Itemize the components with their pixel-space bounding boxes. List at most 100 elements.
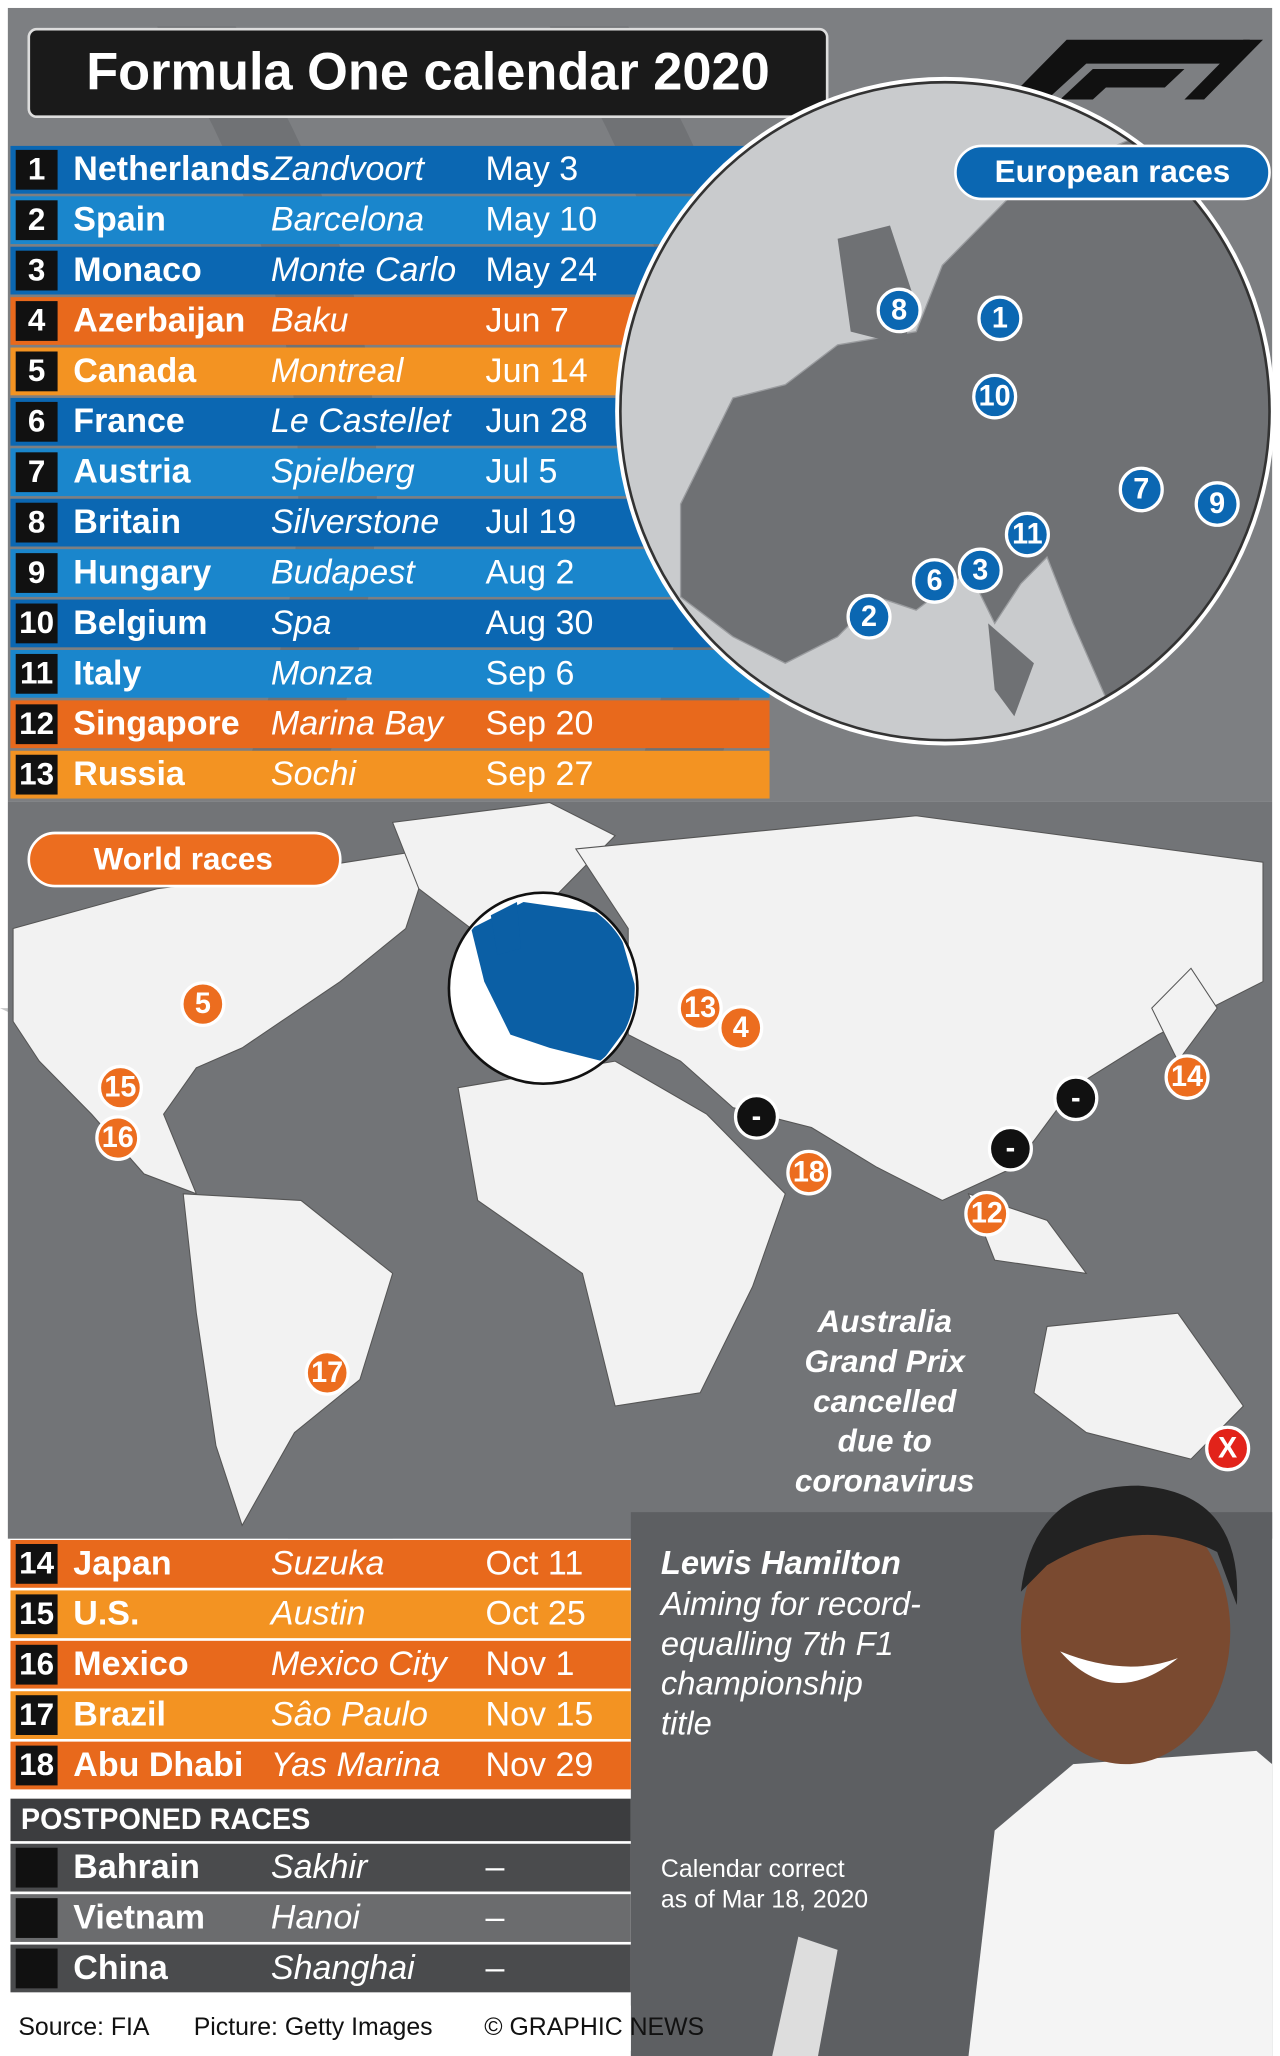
race-country: Britain: [73, 503, 181, 541]
world-marker-label: 16: [102, 1122, 134, 1154]
race-number: 16: [19, 1645, 54, 1681]
race-number: 2: [28, 201, 45, 237]
race-country: Brazil: [73, 1695, 166, 1733]
race-number-box: [15, 1543, 58, 1584]
world-marker-label: 14: [1171, 1061, 1203, 1093]
race-date: May 3: [486, 150, 579, 188]
race-row: [10, 145, 770, 194]
world-marker: [95, 1115, 141, 1161]
race-row: [10, 700, 770, 749]
world-marker-label: 17: [311, 1357, 343, 1389]
caption-line: championship: [661, 1664, 863, 1701]
race-country: Belgium: [73, 604, 207, 642]
race-date: Sep 20: [486, 704, 594, 742]
australia-note: Australia: [817, 1303, 952, 1339]
race-number: 18: [19, 1746, 54, 1782]
race-country: Abu Dhabi: [73, 1746, 243, 1784]
race-number-box: [15, 351, 58, 392]
calendar-note: as of Mar 18, 2020: [661, 1885, 868, 1913]
race-number-box: [15, 452, 58, 493]
europe-marker: [1118, 466, 1164, 513]
race-city: Austin: [269, 1595, 366, 1633]
race-country: Spain: [73, 200, 166, 238]
race-number: 4: [28, 302, 46, 338]
race-city: Sâo Paulo: [271, 1695, 428, 1733]
race-number: 13: [19, 755, 54, 791]
race-country: Mexico: [73, 1645, 188, 1683]
world-marker: [677, 985, 723, 1031]
race-date: Jun 28: [486, 402, 588, 440]
race-number-box: [15, 653, 58, 694]
race-number: 3: [28, 251, 45, 287]
europe-marker: [977, 295, 1023, 342]
race-date: May 24: [486, 251, 598, 289]
race-number-box: [15, 301, 58, 341]
race-number: 5: [28, 352, 45, 388]
race-date: Nov 29: [486, 1746, 594, 1784]
race-city: Spa: [271, 604, 332, 642]
race-country: Netherlands: [73, 150, 270, 188]
footer-credit: © GRAPHIC NEWS: [484, 2013, 704, 2041]
footer-source: Source: FIA: [18, 2013, 150, 2041]
race-date: Aug 2: [486, 553, 575, 591]
race-date: Jun 14: [486, 352, 588, 390]
content: 1 Netherlands Zandvoort May 3 2 Spain Barcelon…: [10, 76, 1275, 2051]
race-number-box: [15, 553, 58, 593]
race-city: Montreal: [271, 352, 405, 390]
world-races-pill: World races: [27, 831, 342, 888]
race-date: Nov 1: [486, 1645, 575, 1683]
race-number-box: [15, 250, 58, 291]
europe-marker-label: 11: [1012, 518, 1042, 550]
world-marker: [1053, 1075, 1099, 1122]
postponed-country: China: [73, 1949, 168, 1987]
world-marker: [733, 1093, 780, 1140]
world-marker: [304, 1349, 350, 1396]
photo: [630, 1485, 1273, 2056]
world-marker-label: 18: [793, 1156, 825, 1188]
race-country: Monaco: [73, 251, 202, 289]
postponed-row: [10, 1944, 631, 1993]
race-city: Silverstone: [271, 503, 439, 541]
race-number-box: [15, 200, 58, 241]
race-number-box: [15, 1745, 58, 1786]
race-country: U.S.: [73, 1595, 139, 1633]
europe-marker: [957, 547, 1003, 594]
world-marker-label: 15: [104, 1072, 136, 1104]
race-number-box: [15, 754, 58, 795]
world-marker-label: 4: [733, 1012, 749, 1044]
race-city: Suzuka: [271, 1544, 384, 1582]
postponed-city: Sakhir: [271, 1848, 369, 1886]
race-number: 14: [19, 1544, 54, 1580]
world-marker: [964, 1190, 1010, 1237]
race-row: [10, 599, 770, 648]
postponed-country: Vietnam: [73, 1898, 205, 1936]
europe-circle-border: [619, 80, 1271, 742]
race-date: Jul 19: [486, 503, 577, 541]
postponed-box: [15, 1898, 58, 1938]
caption-name: Lewis Hamilton: [661, 1544, 901, 1581]
race-date: Aug 30: [486, 604, 594, 642]
postponed-country: Bahrain: [73, 1848, 200, 1886]
title: Formula One calendar 2020: [86, 42, 770, 101]
europe-marker-label: 8: [891, 294, 907, 326]
race-city: Marina Bay: [271, 704, 445, 742]
race-row: [10, 1640, 631, 1689]
australia-note: coronavirus: [795, 1462, 975, 1498]
race-city: Budapest: [271, 553, 416, 591]
race-country: Singapore: [73, 704, 239, 742]
caption-line: title: [661, 1704, 712, 1741]
world-marker-label: X: [1218, 1432, 1238, 1464]
europe-marker-label: 7: [1133, 473, 1149, 505]
europe-marker-label: 2: [861, 601, 877, 633]
world-marker: [786, 1149, 832, 1196]
race-row: [10, 750, 770, 799]
race-country: Hungary: [73, 553, 211, 591]
caption-line: Aiming for record-: [659, 1585, 921, 1622]
race-number-box: [15, 502, 58, 543]
race-number: 10: [19, 604, 54, 640]
race-number: 17: [19, 1696, 54, 1732]
race-date: Jun 7: [486, 301, 569, 339]
race-date: Nov 15: [486, 1695, 594, 1733]
race-row: [10, 1540, 631, 1588]
